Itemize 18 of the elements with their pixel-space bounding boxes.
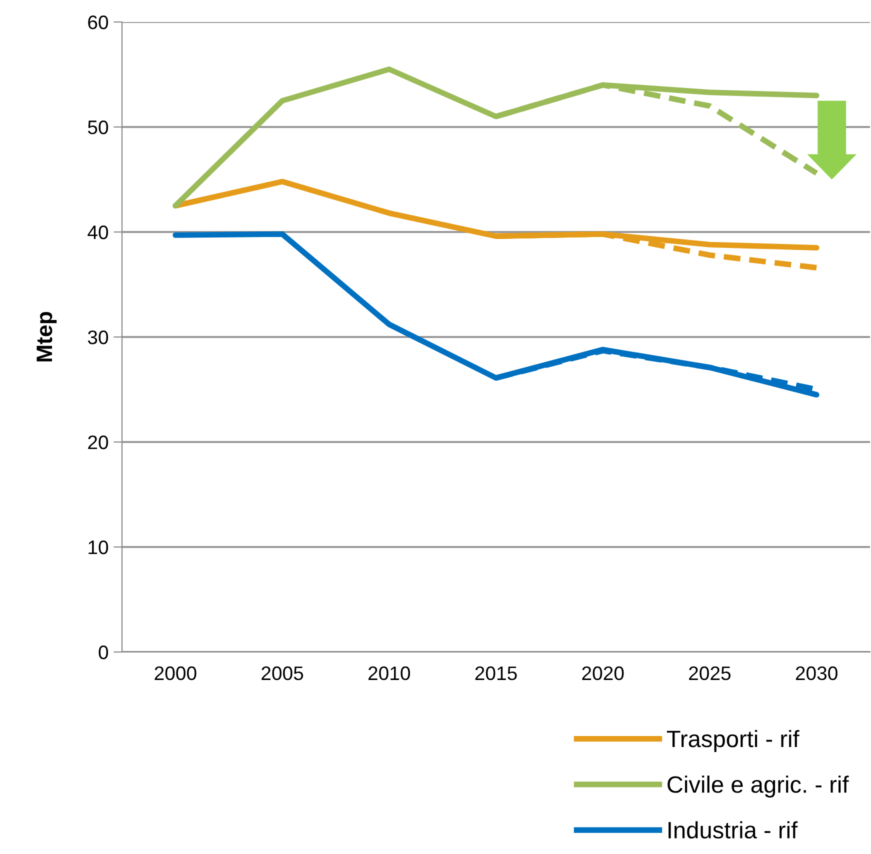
x-tick-label: 2020	[582, 666, 624, 680]
y-tick-label: 20	[88, 435, 108, 450]
x-tick-label: 2010	[368, 666, 410, 680]
y-tick-label: 30	[88, 330, 108, 344]
x-tick-label: 2015	[475, 666, 517, 680]
y-tick-label: 40	[88, 225, 108, 240]
y-tick-label: 0	[98, 645, 108, 660]
x-tick-label: 2000	[154, 666, 196, 680]
legend-label: Civile e agric. - rif	[668, 776, 849, 798]
legend-label: Industria - rif	[668, 821, 798, 839]
x-tick-label: 2030	[796, 666, 838, 680]
y-axis-title: Mtep	[36, 312, 57, 362]
y-tick-label: 10	[88, 540, 108, 554]
y-tick-label: 60	[88, 15, 108, 30]
legend-label: Trasporti - rif	[666, 730, 800, 752]
x-tick-label: 2025	[689, 666, 731, 680]
y-tick-label: 50	[88, 120, 108, 134]
x-tick-label: 2005	[262, 666, 304, 680]
